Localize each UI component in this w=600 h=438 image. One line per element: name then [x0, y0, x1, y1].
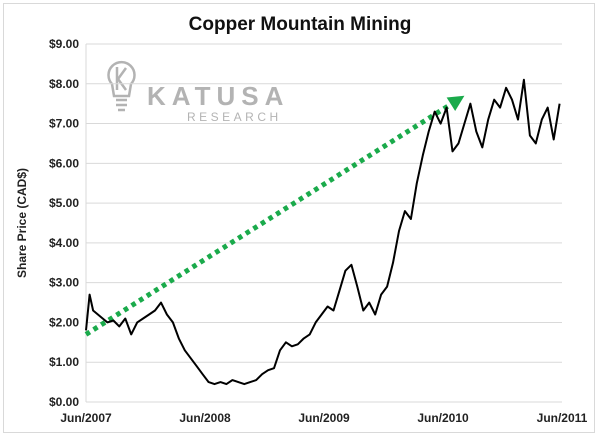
x-tick-label: Jun/2008: [179, 411, 231, 425]
trend-arrow-shaft: [84, 102, 453, 337]
watermark-subtitle: RESEARCH: [187, 110, 282, 124]
y-tick-label: $6.00: [49, 156, 79, 170]
y-tick-label: $3.00: [49, 276, 79, 290]
lightbulb-k-icon: [107, 60, 136, 112]
y-tick-label: $8.00: [49, 77, 79, 91]
x-tick-label: Jun/2007: [60, 411, 112, 425]
y-tick-labels: $0.00 $1.00 $2.00 $3.00 $4.00 $5.00 $6.00 $7.00…: [49, 37, 79, 409]
price-series: [85, 78, 561, 386]
katusa-watermark: KATUSA RESEARCH: [107, 60, 289, 124]
y-tick-label: $9.00: [49, 37, 79, 51]
trend-arrow: [84, 95, 465, 337]
y-tick-label: $5.00: [49, 196, 79, 210]
price-line: [85, 78, 561, 386]
watermark-name: KATUSA: [147, 81, 289, 111]
x-tick-label: Jun/2009: [298, 411, 350, 425]
x-tick-labels: Jun/2007 Jun/2008 Jun/2009 Jun/2010 Jun/2011: [60, 411, 587, 425]
grid-lines: [86, 43, 562, 403]
trend-arrow-head: [446, 95, 465, 112]
x-tick-label: Jun/2010: [417, 411, 469, 425]
chart-frame: [3, 3, 595, 433]
chart-title: Copper Mountain Mining: [189, 14, 412, 35]
y-tick-label: $0.00: [49, 395, 79, 409]
y-tick-label: $1.00: [49, 355, 79, 369]
y-tick-label: $7.00: [49, 117, 79, 131]
x-tick-label: Jun/2011: [537, 411, 588, 425]
y-axis-label: Share Price (CAD$): [15, 168, 29, 278]
y-tick-label: $2.00: [49, 315, 79, 329]
y-tick-label: $4.00: [49, 236, 79, 250]
